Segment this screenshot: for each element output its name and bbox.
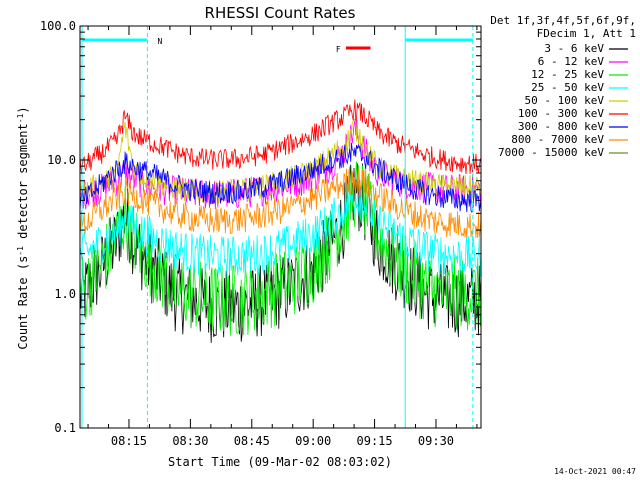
- legend-label: 12 - 25 keV: [531, 68, 604, 81]
- series-line: [80, 186, 481, 278]
- x-tick-label: 08:45: [234, 434, 270, 448]
- x-tick-label: 08:30: [172, 434, 208, 448]
- series-lines: [80, 99, 481, 343]
- y-axis-label: Count Rate (s-1 detector segment-1): [16, 106, 31, 349]
- x-axis-label: Start Time (09-Mar-02 08:03:02): [168, 455, 392, 469]
- x-tick-label: 09:15: [357, 434, 393, 448]
- legend-header-line: FDecim 1, Att 1: [537, 27, 636, 40]
- y-tick-label: 10.0: [47, 153, 76, 167]
- legend-label: 7000 - 15000 keV: [498, 146, 604, 159]
- y-tick-label: 0.1: [54, 421, 76, 435]
- y-tick-label: 100.0: [40, 19, 76, 33]
- series-line: [80, 167, 481, 239]
- interval-label: N: [157, 37, 162, 46]
- x-axis-ticks: 08:15 08:30 08:45 09:00 09:15 09:30: [87, 26, 478, 448]
- y-axis-ticks: 0.1 1.0 10.0 100.0: [40, 19, 481, 435]
- legend-label: 3 - 6 keV: [544, 42, 604, 55]
- y-axis-label-exponent: -1: [16, 246, 25, 256]
- legend: Det 1f,3f,4f,5f,6f,9f, FDecim 1, Att 1 3…: [490, 14, 636, 159]
- plot-frame: [79, 25, 482, 429]
- y-axis-label-part: detector segment: [16, 123, 30, 246]
- interval-markers: NF: [81, 26, 474, 428]
- x-tick-label: 08:15: [111, 434, 147, 448]
- legend-label: 100 - 300 keV: [518, 107, 604, 120]
- legend-label: 6 - 12 keV: [538, 55, 605, 68]
- x-tick-label: 09:00: [295, 434, 331, 448]
- y-axis-label-exponent: -1: [16, 113, 25, 123]
- legend-header-line: Det 1f,3f,4f,5f,6f,9f,: [490, 14, 636, 27]
- y-axis-label-part: Count Rate (s: [16, 256, 30, 350]
- series-line: [80, 99, 481, 175]
- legend-label: 25 - 50 keV: [531, 81, 604, 94]
- y-axis-label-part: ): [16, 106, 30, 113]
- legend-label: 50 - 100 keV: [525, 94, 605, 107]
- flare-marker-label: F: [336, 45, 341, 54]
- x-tick-label: 09:30: [418, 434, 454, 448]
- legend-label: 800 - 7000 keV: [511, 133, 604, 146]
- y-tick-label: 1.0: [54, 287, 76, 301]
- chart-title: RHESSI Count Rates: [205, 4, 356, 22]
- series-line: [80, 142, 481, 213]
- legend-label: 300 - 800 keV: [518, 120, 604, 133]
- footer-timestamp: 14-Oct-2021 00:47: [554, 467, 636, 476]
